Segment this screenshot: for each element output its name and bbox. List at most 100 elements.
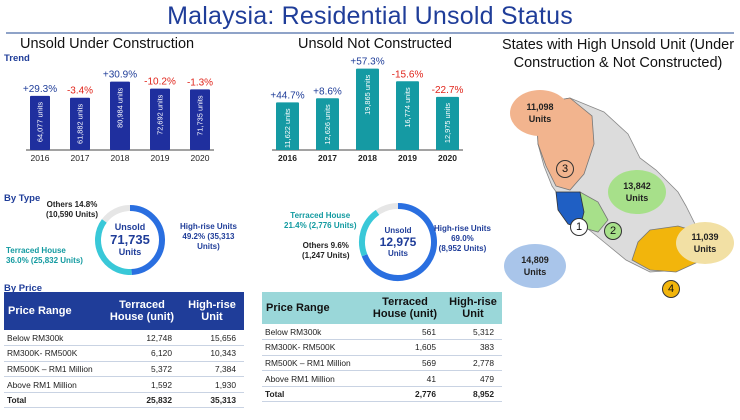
- donut1-center-label: Unsold: [114, 222, 146, 232]
- t1-header-highrise: High-rise Unit: [180, 292, 244, 330]
- donut-slice-high-rise-units: [361, 203, 437, 281]
- bar-2018: [356, 68, 379, 150]
- donut2-terraced-label: Terraced House: [290, 211, 351, 220]
- bar-value-label: 16,774 units: [403, 87, 412, 128]
- bar-change-label: +8.6%: [313, 86, 342, 97]
- x-tick-label: 2017: [71, 153, 90, 163]
- bar-2018: [110, 81, 130, 150]
- chart-under-construction: 64,077 units +29.3% 2016 61,882 units -3.4% 2…: [23, 70, 214, 163]
- donut-slice-terraced-house: [359, 209, 380, 257]
- t2-header-highrise: High-rise Unit: [444, 292, 502, 324]
- callout-region-4: 11,039 Units: [676, 222, 734, 264]
- bar-change-label: +30.9%: [103, 70, 137, 81]
- table-row: Above RM1 Million 1,592 1,930: [4, 376, 244, 393]
- bar-2016: [276, 102, 299, 150]
- title-divider: [6, 32, 734, 34]
- t1-header-price: Price Range: [4, 292, 104, 330]
- bar-2020: [436, 96, 459, 150]
- table-row: Below RM300k 12,748 15,656: [4, 330, 244, 347]
- map-marker-3: 3: [556, 160, 574, 178]
- x-tick-label: 2020: [438, 153, 457, 163]
- chart-not-constructed: 11,622 units +44.7% 2016 12,626 units +8.6% 2…: [270, 57, 464, 163]
- bar-value-label: 72,692 units: [155, 94, 164, 135]
- x-tick-label: 2019: [398, 153, 417, 163]
- bar-change-label: +44.7%: [270, 90, 304, 101]
- donut1-highrise-units: Units): [197, 242, 220, 251]
- donut-under-construction: [95, 205, 165, 275]
- donut2-highrise-units: (8,952 Units): [438, 244, 487, 253]
- table-under-construction: Price Range Terraced House (unit) High-r…: [4, 292, 244, 409]
- x-tick-label: 2019: [151, 153, 170, 163]
- by-type-label: By Type: [4, 193, 41, 204]
- table-total-row: Total 25,832 35,313: [4, 391, 244, 409]
- heading-under-construction: Unsold Under Construction: [20, 36, 195, 52]
- bar-2019: [150, 88, 170, 150]
- bar-value-label: 64,077 units: [35, 102, 44, 143]
- donut-slice-others: [101, 205, 131, 223]
- table-row: Below RM300k 561 5,312: [262, 324, 502, 341]
- trend-label: Trend: [4, 53, 30, 64]
- by-price-label: By Price: [4, 283, 43, 294]
- donut1-others-pct: Others 14.8%: [46, 200, 98, 209]
- x-tick-label: 2016: [278, 153, 297, 163]
- donut2-terraced-value: 21.4% (2,776 Units): [284, 221, 357, 230]
- bar-value-label: 80,984 units: [115, 87, 124, 128]
- bar-value-label: 12,626 units: [323, 104, 332, 145]
- bar-change-label: -1.3%: [187, 77, 213, 88]
- table-row: RM300K- RM500K 1,605 383: [262, 339, 502, 356]
- table-row: RM500K – RM1 Million 569 2,778: [262, 355, 502, 372]
- t2-header-price: Price Range: [262, 292, 366, 324]
- donut1-terraced-label: Terraced House: [6, 246, 66, 255]
- bar-2016: [30, 95, 50, 150]
- donut1-highrise-value: 49.2% (35,313: [182, 232, 235, 241]
- bar-value-label: 12,975 units: [443, 103, 452, 144]
- heading-states: States with High Unsold Unit (Under Cons…: [501, 37, 735, 71]
- donut2-highrise-value: 69.0%: [451, 234, 474, 243]
- map-marker-4: 4: [662, 280, 680, 298]
- bar-change-label: -10.2%: [144, 77, 176, 88]
- donut-slice-others: [375, 203, 399, 215]
- map-marker-1: 1: [570, 218, 588, 236]
- bar-2019: [396, 81, 419, 150]
- table-row: RM500K – RM1 Million 5,372 7,384: [4, 361, 244, 378]
- donut1-others-units: (10,590 Units): [46, 210, 99, 219]
- map-marker-2: 2: [604, 222, 622, 240]
- bar-value-label: 61,882 units: [75, 103, 84, 144]
- x-tick-label: 2018: [358, 153, 377, 163]
- bar-2017: [316, 98, 339, 150]
- bar-value-label: 19,865 units: [363, 74, 372, 115]
- heading-not-constructed: Unsold Not Constructed: [298, 36, 452, 52]
- callout-region-2: 13,842 Units: [608, 170, 666, 214]
- t1-header-terraced: Terraced House (unit): [104, 292, 180, 330]
- donut2-highrise-label: High-rise Units: [434, 224, 491, 233]
- donut1-center-unit: Units: [118, 247, 142, 257]
- donut2-others-pct: Others 9.6%: [302, 241, 349, 250]
- bar-value-label: 11,622 units: [283, 108, 292, 148]
- donut1-highrise-label: High-rise Units: [180, 222, 237, 231]
- table-total-row: Total 2,776 8,952: [262, 385, 502, 403]
- bar-2017: [70, 97, 90, 150]
- donut1-center-value: 71,735: [110, 232, 150, 247]
- page-title: Malaysia: Residential Unsold Status: [167, 2, 573, 30]
- callout-region-1: 14,809 Units: [504, 244, 566, 288]
- x-tick-label: 2016: [31, 153, 50, 163]
- donut2-center-unit: Units: [388, 249, 408, 258]
- bar-change-label: +57.3%: [350, 57, 384, 68]
- bar-change-label: -22.7%: [432, 85, 464, 96]
- donut-slice-terraced-house: [95, 219, 132, 275]
- donut-slice-high-rise-units: [129, 205, 165, 275]
- x-tick-label: 2020: [191, 153, 210, 163]
- donut2-center-label: Unsold: [384, 226, 412, 235]
- bar-2020: [190, 89, 210, 150]
- donut2-others-units: (1,247 Units): [302, 251, 350, 260]
- bar-change-label: -3.4%: [67, 86, 93, 97]
- bar-value-label: 71,735 units: [195, 95, 204, 136]
- table-not-constructed: Price Range Terraced House (unit) High-r…: [262, 292, 502, 403]
- t2-header-terraced: Terraced House (unit): [366, 292, 444, 324]
- table-row: Above RM1 Million 41 479: [262, 370, 502, 387]
- donut2-center-value: 12,975: [379, 235, 417, 249]
- bar-change-label: +29.3%: [23, 84, 57, 95]
- donut-not-constructed: [359, 203, 437, 281]
- table-row: RM300K- RM500K 6,120 10,343: [4, 345, 244, 362]
- bar-change-label: -15.6%: [392, 69, 424, 80]
